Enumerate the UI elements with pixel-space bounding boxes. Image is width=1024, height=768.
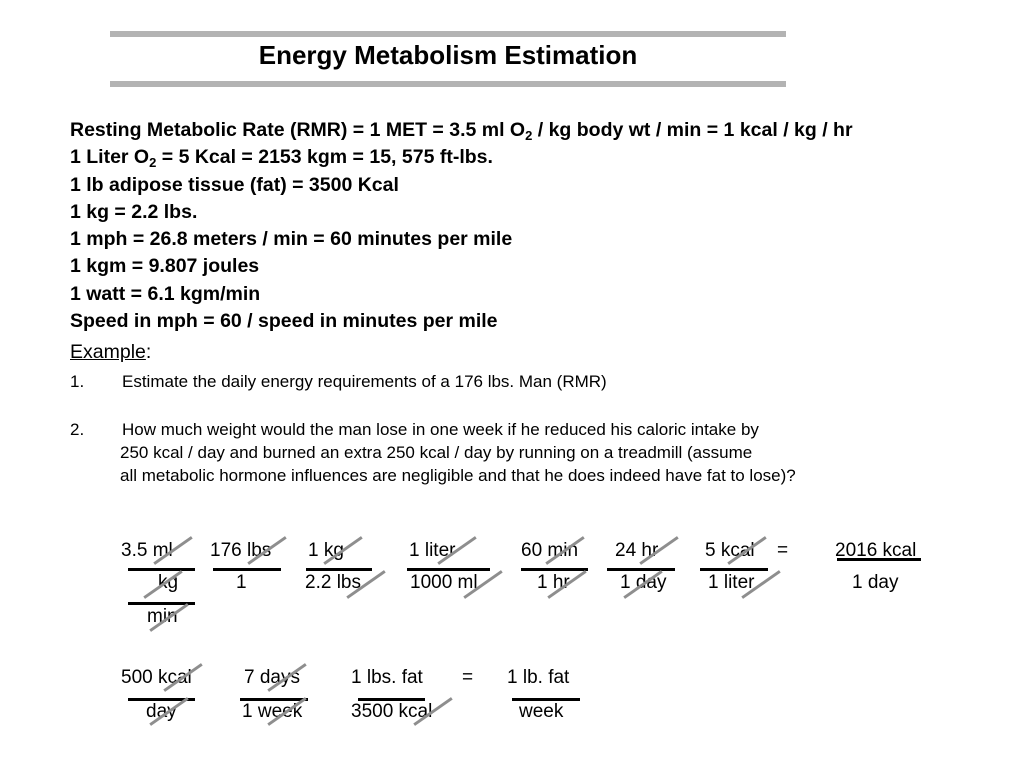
calc2-denominator: 3500 kcal — [351, 701, 433, 722]
fraction-bar — [700, 568, 768, 571]
fraction-bar — [128, 602, 195, 605]
calc2-denominator: day — [146, 701, 177, 722]
title-rule-top — [110, 31, 786, 37]
fraction-bar — [521, 568, 588, 571]
calc1-numerator: 3.5 ml — [121, 540, 173, 561]
calc2-equals: = — [462, 667, 474, 688]
example-heading: Example: — [70, 341, 152, 363]
fact-line: 1 kg = 2.2 lbs. — [70, 200, 198, 223]
fraction-bar — [607, 568, 675, 571]
calc1-numerator: 60 min — [521, 540, 579, 561]
fact-line: 1 Liter O2 = 5 Kcal = 2153 kgm = 15, 575… — [70, 146, 493, 171]
calc1-equals: = — [777, 540, 789, 561]
calc1-numerator: 1 liter — [409, 540, 456, 561]
fact-line: 1 mph = 26.8 meters / min = 60 minutes p… — [70, 228, 513, 251]
calc1-numerator: 24 hr — [615, 540, 659, 561]
fact-line: 1 kgm = 9.807 joules — [70, 255, 260, 278]
fraction-bar — [358, 698, 425, 701]
page-title: Energy Metabolism Estimation — [258, 40, 638, 70]
calc1-denominator: 1 — [236, 572, 247, 593]
fraction-bar — [213, 568, 281, 571]
fraction-bar — [407, 568, 490, 571]
fraction-bar — [837, 558, 921, 561]
calc1-denominator: 1 liter — [708, 572, 755, 593]
fraction-bar — [306, 568, 372, 571]
calc2-result: 1 lb. fat — [507, 667, 570, 688]
title-rule-bottom — [110, 81, 786, 87]
fraction-bar — [240, 698, 308, 701]
calc2-numerator: 1 lbs. fat — [351, 667, 423, 688]
conversion-facts: Resting Metabolic Rate (RMR) = 1 MET = 3… — [70, 117, 853, 335]
fraction-bar — [512, 698, 580, 701]
fact-line: 1 lb adipose tissue (fat) = 3500 Kcal — [70, 173, 399, 196]
calc1-numerator: 5 kcal — [705, 540, 755, 561]
calc1-result: 2016 kcal — [835, 540, 917, 561]
calc1-denominator: 2.2 lbs — [305, 572, 361, 593]
calc1-denominator-extra: min — [147, 606, 178, 627]
fraction-bar — [128, 568, 195, 571]
calc2-numerator: 7 days — [244, 667, 300, 688]
calc2-result-denominator: week — [519, 701, 564, 722]
calc1-denominator: 1000 ml — [410, 572, 478, 593]
calc2-denominator: 1 week — [242, 701, 303, 722]
fact-line: 1 watt = 6.1 kgm/min — [70, 282, 261, 305]
fact-line: Resting Metabolic Rate (RMR) = 1 MET = 3… — [70, 119, 853, 143]
fraction-bar — [128, 698, 195, 701]
calc1-result-denominator: 1 day — [852, 572, 899, 593]
fact-line: Speed in mph = 60 / speed in minutes per… — [70, 310, 498, 333]
